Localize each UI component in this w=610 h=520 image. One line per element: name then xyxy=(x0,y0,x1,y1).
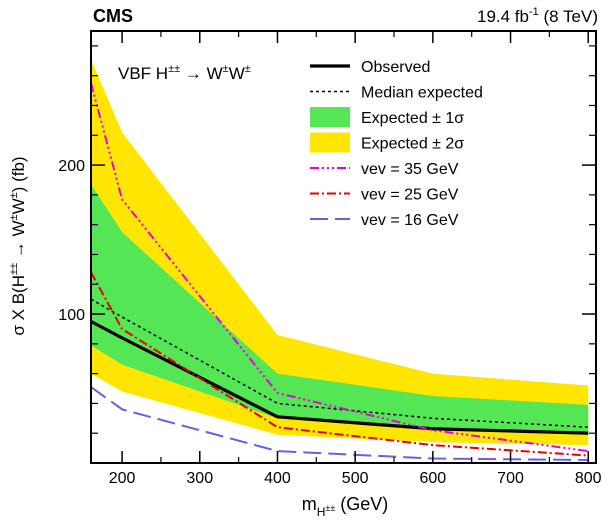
series-median-expected xyxy=(91,298,589,428)
legend-swatch xyxy=(310,107,350,127)
x-tick-label: 400 xyxy=(264,470,291,487)
legend-label: vev = 25 GeV xyxy=(361,187,459,204)
axis-ticks xyxy=(91,31,596,463)
legend-label: Median expected xyxy=(361,85,483,102)
x-tick-label: 600 xyxy=(419,470,446,487)
y-axis-label: σ X B(H±± → W±W±) (fb) xyxy=(8,156,28,335)
x-tick-label: 800 xyxy=(575,470,602,487)
experiment-label: CMS xyxy=(93,6,133,26)
y-tick-label: 100 xyxy=(58,307,85,324)
expected-bands xyxy=(91,59,589,446)
x-axis-label: mH±± (GeV) xyxy=(302,494,389,519)
legend-label: vev = 16 GeV xyxy=(361,212,459,229)
process-label: VBF H±± → W±W± xyxy=(118,63,251,83)
legend: Observed Median expected Expected ± 1σ Expe… xyxy=(310,59,483,229)
legend-swatch xyxy=(310,132,350,153)
series-vev-35-gev xyxy=(91,82,589,453)
x-tick-label: 500 xyxy=(342,470,369,487)
x-tick-label: 700 xyxy=(497,470,524,487)
tick-labels: 200 300 400 500 600 700 800 100 200 xyxy=(58,158,601,487)
legend-label: Expected ± 2σ xyxy=(361,136,464,153)
series-observed xyxy=(91,320,589,435)
limit-curves xyxy=(91,82,589,462)
x-tick-label: 300 xyxy=(186,470,213,487)
plot-frame xyxy=(90,30,597,464)
legend-label: Expected ± 1σ xyxy=(361,110,464,127)
series-vev-16-gev xyxy=(91,386,589,462)
legend-label: Observed xyxy=(361,59,430,76)
legend-label: vev = 35 GeV xyxy=(361,161,459,178)
luminosity-label: 19.4 fb-1 (8 TeV) xyxy=(477,6,598,26)
band-1sigma xyxy=(91,184,589,435)
y-tick-label: 200 xyxy=(58,158,85,175)
x-tick-label: 200 xyxy=(109,470,136,487)
